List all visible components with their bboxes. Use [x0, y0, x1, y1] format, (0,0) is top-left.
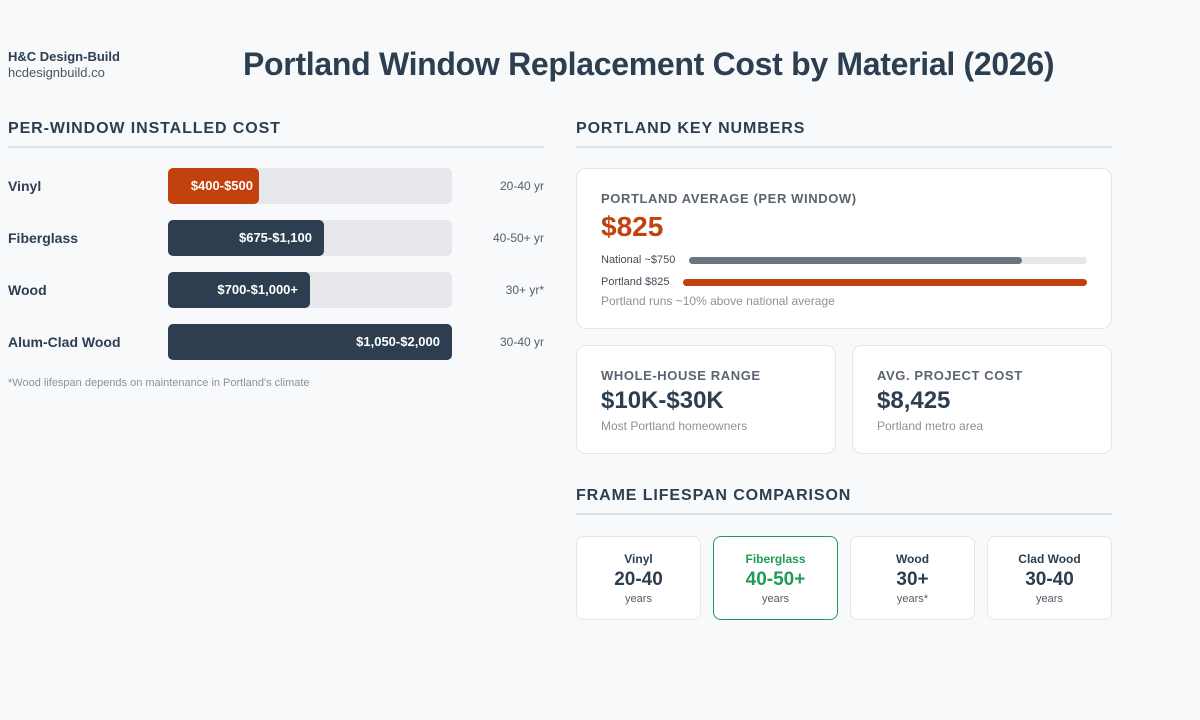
project-cost-note: Portland metro area — [877, 419, 984, 433]
page-title: Portland Window Replacement Cost by Mate… — [243, 46, 1055, 82]
lifespan-unit: years — [762, 593, 789, 605]
bar-category-label: Fiberglass — [8, 230, 79, 246]
bar-value-label: $700-$1,000+ — [217, 282, 298, 297]
bar-lifespan-label: 30-40 yr — [499, 335, 544, 349]
bar-fiberglass: $675-$1,100 — [168, 220, 324, 256]
card-label: PORTLAND AVERAGE (PER WINDOW) — [601, 191, 857, 206]
portland-average-card: PORTLAND AVERAGE (PER WINDOW) $825 Natio… — [576, 168, 1112, 329]
lifespan-name: Vinyl — [624, 552, 653, 566]
portland-compare-bar — [683, 279, 1087, 286]
lifespan-value: 20-40 — [614, 569, 663, 590]
bar-lifespan-label: 40-50+ yr — [492, 231, 544, 245]
average-note: Portland runs ~10% above national averag… — [601, 294, 835, 308]
whole-house-card: WHOLE-HOUSE RANGE $10K-$30K Most Portlan… — [576, 345, 836, 454]
bar-value-label: $400-$500 — [190, 178, 253, 193]
whole-house-value: $10K-$30K — [601, 387, 724, 414]
lifespan-card-wood: Wood 30+ years* — [850, 536, 975, 620]
brand-name: H&C Design-Build — [8, 49, 120, 64]
bar-track: $675-$1,100 — [168, 220, 452, 256]
bar-row-wood: Wood $700-$1,000+ 30+ yr* — [8, 272, 548, 308]
project-cost-value: $8,425 — [877, 387, 951, 414]
bar-value-label: $675-$1,100 — [238, 230, 312, 245]
brand-url: hcdesignbuild.co — [8, 65, 105, 80]
key-numbers-section-title: PORTLAND KEY NUMBERS — [576, 120, 806, 137]
bar-lifespan-label: 20-40 yr — [499, 179, 544, 193]
bar-lifespan-label: 30+ yr* — [505, 283, 544, 297]
footnote: *Wood lifespan depends on maintenance in… — [8, 377, 310, 389]
bar-row-fiberglass: Fiberglass $675-$1,100 40-50+ yr — [8, 220, 548, 256]
lifespan-section-rule — [576, 513, 1112, 515]
bar-row-alum-clad-wood: Alum-Clad Wood $1,050-$2,000 30-40 yr — [8, 324, 548, 360]
bar-value-label: $1,050-$2,000 — [356, 334, 440, 349]
cost-section-rule — [8, 146, 544, 148]
lifespan-name: Wood — [895, 552, 930, 566]
lifespan-name: Fiberglass — [745, 552, 806, 566]
bar-track: $700-$1,000+ — [168, 272, 452, 308]
whole-house-note: Most Portland homeowners — [601, 419, 748, 433]
lifespan-unit: years — [1036, 593, 1063, 605]
bar-wood: $700-$1,000+ — [168, 272, 310, 308]
bar-row-vinyl: Vinyl $400-$500 20-40 yr — [8, 168, 548, 204]
bar-track: $400-$500 — [168, 168, 452, 204]
lifespan-card-vinyl: Vinyl 20-40 years — [576, 536, 701, 620]
national-compare-label: National ~$750 — [601, 254, 676, 266]
card-label: WHOLE-HOUSE RANGE — [601, 368, 761, 383]
lifespan-value: 30-40 — [1025, 569, 1074, 590]
portland-average-value: $825 — [601, 211, 664, 242]
bar-category-label: Alum-Clad Wood — [8, 334, 121, 350]
national-compare-bar — [689, 257, 1022, 264]
bar-alum-clad-wood: $1,050-$2,000 — [168, 324, 452, 360]
bar-category-label: Vinyl — [8, 178, 42, 194]
project-cost-card: AVG. PROJECT COST $8,425 Portland metro … — [852, 345, 1112, 454]
brand: H&C Design-Build hcdesignbuild.co — [8, 49, 120, 81]
lifespan-card-fiberglass: Fiberglass 40-50+ years — [713, 536, 838, 620]
lifespan-value: 30+ — [896, 569, 929, 590]
portland-compare-label: Portland $825 — [601, 276, 670, 288]
bar-vinyl: $400-$500 — [168, 168, 259, 204]
portland-compare-track — [683, 279, 1087, 286]
bar-track: $1,050-$2,000 — [168, 324, 452, 360]
lifespan-card-clad-wood: Clad Wood 30-40 years — [987, 536, 1112, 620]
lifespan-value: 40-50+ — [745, 569, 806, 590]
lifespan-unit: years — [625, 593, 652, 605]
card-label: AVG. PROJECT COST — [877, 368, 1023, 383]
lifespan-name: Clad Wood — [1018, 552, 1081, 566]
lifespan-section-title: FRAME LIFESPAN COMPARISON — [576, 487, 852, 504]
lifespan-unit: years* — [896, 593, 929, 605]
bar-category-label: Wood — [8, 282, 47, 298]
key-numbers-section-rule — [576, 146, 1112, 148]
national-compare-track — [689, 257, 1087, 264]
cost-section-title: PER-WINDOW INSTALLED COST — [8, 120, 281, 137]
